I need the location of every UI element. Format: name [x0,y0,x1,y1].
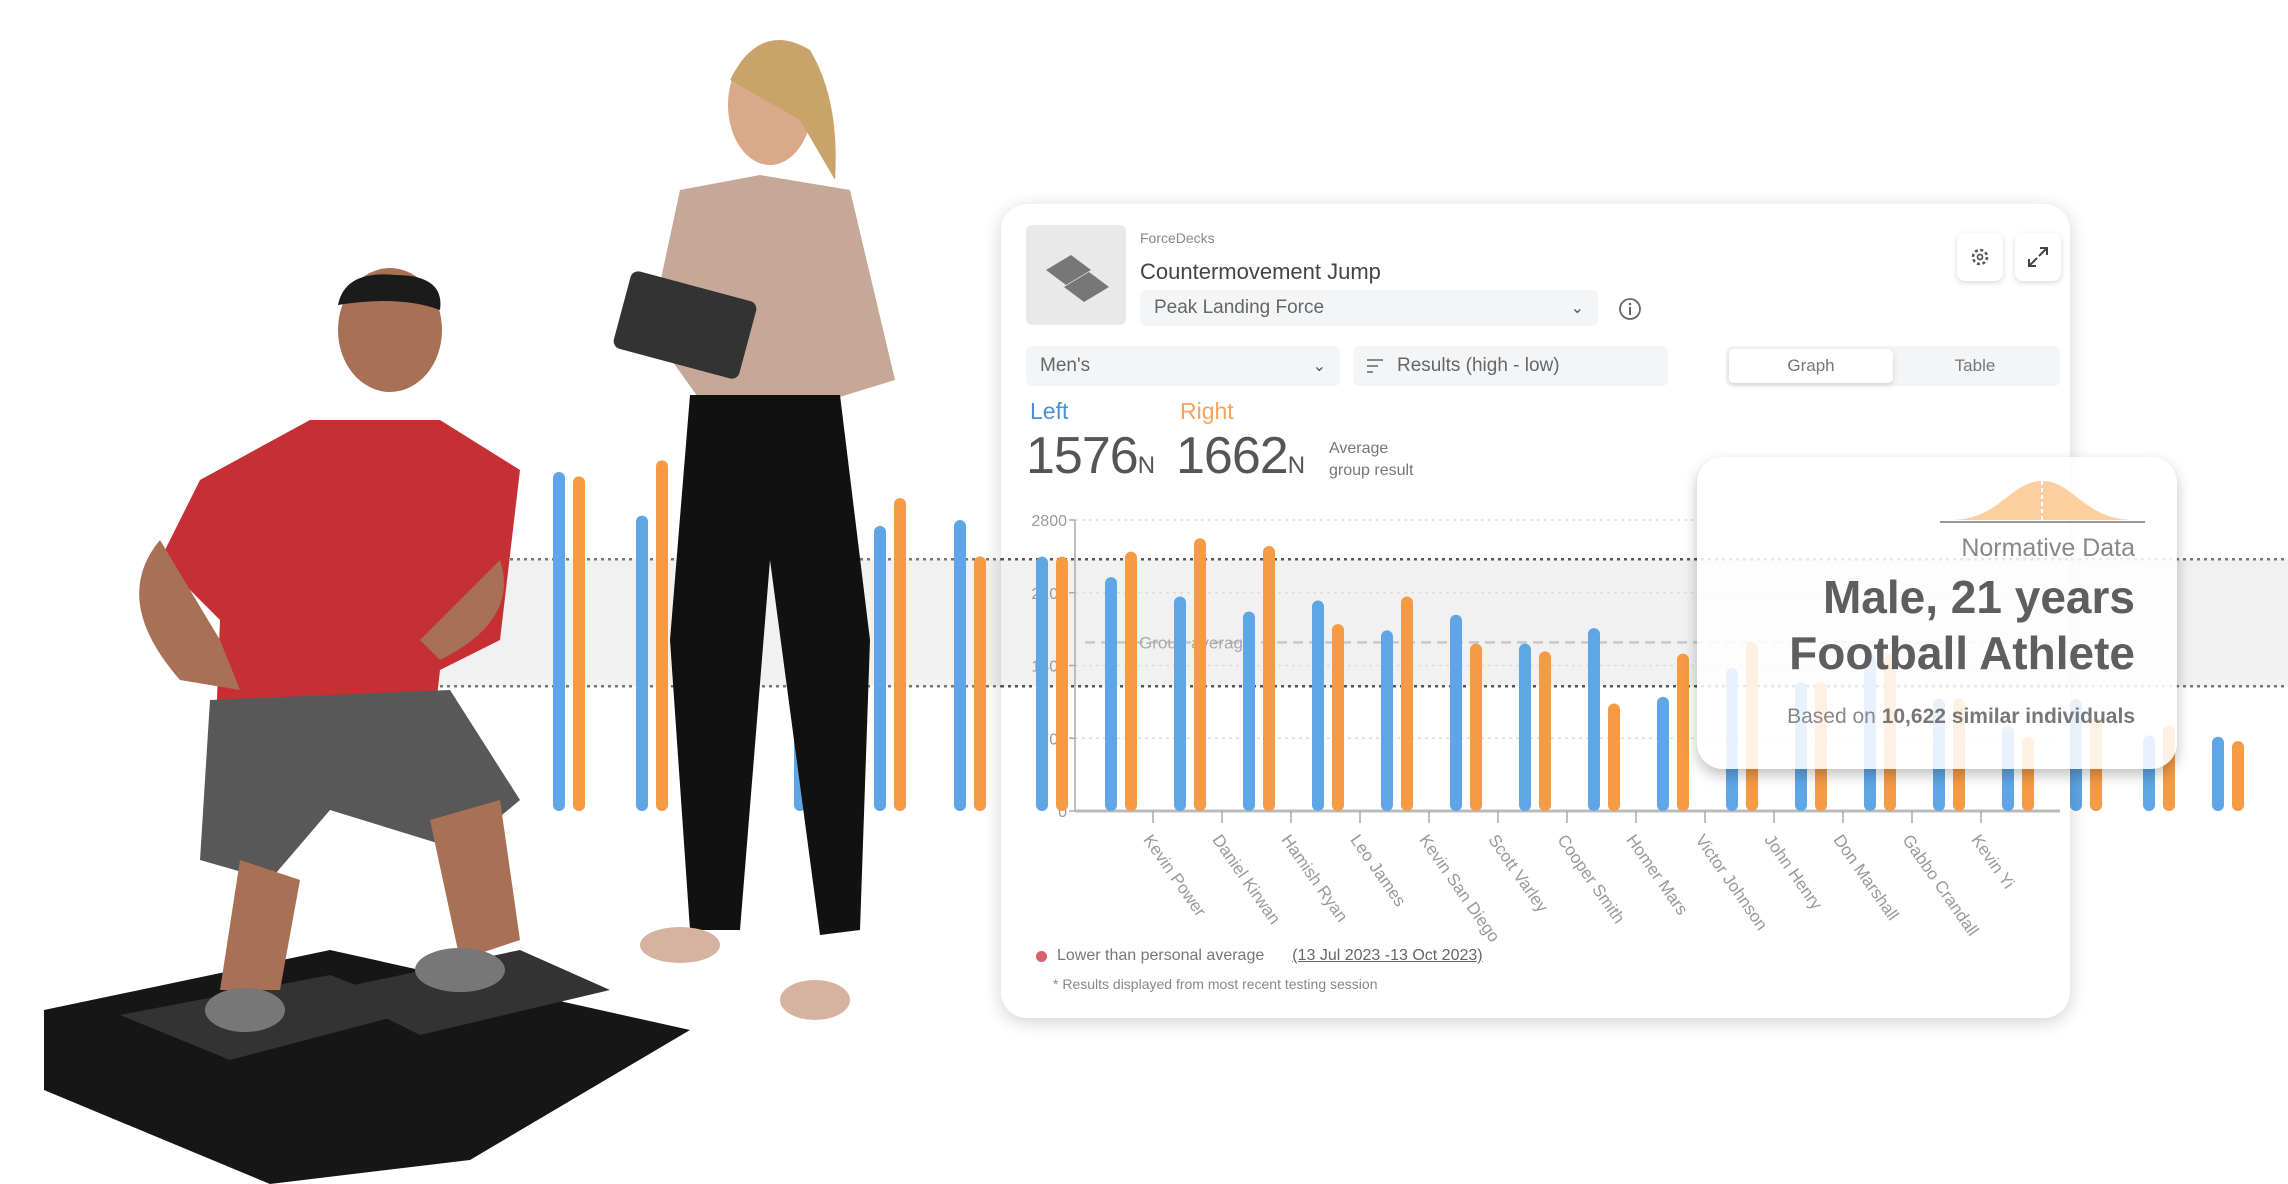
background-bar-right [573,476,585,811]
bar-left [1036,556,1048,811]
footnote: * Results displayed from most recent tes… [1053,976,1378,992]
background-bar-right [2232,741,2244,811]
bar-right [1125,551,1137,811]
bar-right [1194,538,1206,811]
left-average-value: 1576N [1026,427,1156,485]
expand-icon [2028,247,2048,267]
metric-select[interactable]: Peak Landing Force ⌄ [1140,290,1598,326]
bar-left [1174,596,1186,811]
metric-value: Peak Landing Force [1154,297,1325,318]
y-tick-label: 0 [1058,804,1067,821]
bar-left [1312,600,1324,811]
bar-left [1657,696,1669,811]
background-bar-right [656,460,668,811]
tab-graph[interactable]: Graph [1729,349,1893,383]
forcedecks-icon [1046,255,1109,302]
legend: Lower than personal average (13 Jul 2023… [1036,947,1483,965]
left-label: Left [1030,398,1069,424]
date-range-link[interactable]: (13 Jul 2023 -13 Oct 2023) [1292,947,1483,964]
normative-label: Normative Data [1961,534,2135,562]
bar-right [1332,624,1344,811]
sort-icon [1367,359,1383,373]
sort-select[interactable]: Results (high - low) [1353,346,1668,386]
lower-indicator-dot [1036,950,1047,962]
test-title: Countermovement Jump [1140,259,1381,284]
normative-data-card: Normative Data Male, 21 years Football At… [1697,457,2177,769]
background-bar-left [874,525,886,811]
coach-figure [613,40,895,1020]
bell-curve-icon [1940,481,2145,523]
bar-right [1263,545,1275,811]
bar-right [1677,653,1689,811]
bar-right [1539,651,1551,811]
background-bar-left [954,520,966,811]
bar-left [1519,643,1531,811]
normative-sample-size: Based on 10,622 similar individuals [1787,705,2135,728]
y-tick-label: 2800 [1031,513,1067,530]
background-bar-left [636,515,648,811]
group-select[interactable]: Men's ⌄ [1026,346,1340,386]
bar-left [1381,630,1393,811]
bar-right [1470,643,1482,811]
athlete-figure [139,268,520,1032]
bar-left [1243,611,1255,811]
chevron-down-icon: ⌄ [1312,358,1326,375]
average-caption: Average group result [1329,440,1414,479]
group-value: Men's [1040,355,1091,376]
bar-right [1056,556,1068,811]
forcedecks-logo-tile [1026,225,1126,325]
settings-button[interactable] [1957,233,2003,281]
bar-right [1608,703,1620,811]
right-label: Right [1180,398,1234,424]
expand-button[interactable] [2015,233,2061,281]
background-bar-right [974,556,986,811]
gear-icon [1971,248,1989,266]
normative-profile: Male, 21 years Football Athlete [1789,571,2135,679]
chevron-down-icon: ⌄ [1570,300,1584,317]
info-icon[interactable] [1618,297,1642,321]
right-average-value: 1662N [1176,427,1306,485]
bar-right [1401,596,1413,811]
bar-left [1450,614,1462,811]
bar-left [1588,628,1600,811]
force-plates [44,950,690,1184]
background-bar-left [2212,736,2224,811]
legend-lower-label: Lower than personal average [1057,947,1265,964]
background-bar-left [553,471,565,811]
bar-left [1105,577,1117,811]
view-toggle: Graph Table [1726,346,2060,386]
background-bar-right [894,498,906,811]
sort-value: Results (high - low) [1397,355,1560,376]
app-brand: ForceDecks [1140,230,1215,246]
tab-table[interactable]: Table [1954,356,1996,375]
